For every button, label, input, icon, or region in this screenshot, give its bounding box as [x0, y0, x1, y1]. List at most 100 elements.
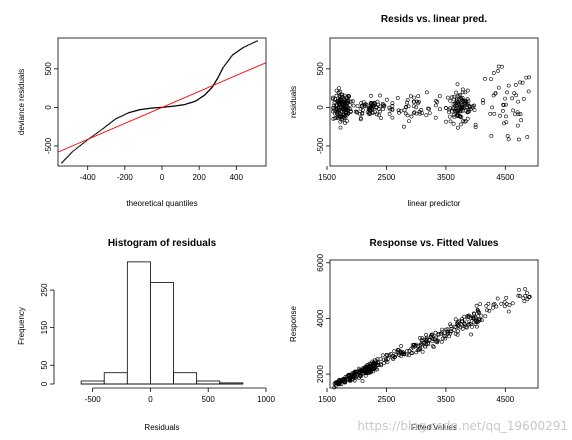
residual-point: [339, 97, 343, 102]
response-point: [424, 335, 429, 340]
residual-point: [458, 109, 463, 114]
qq-point: [226, 61, 228, 63]
residual-point: [368, 101, 373, 106]
residual-point: [518, 80, 522, 85]
residual-point: [332, 103, 337, 108]
y-tick-label: -500: [316, 137, 325, 154]
qq-point: [256, 40, 258, 42]
qq-point: [83, 142, 85, 144]
residual-point: [401, 124, 406, 129]
residual-point: [467, 104, 472, 108]
qq-point: [71, 151, 73, 153]
response-point: [521, 296, 526, 301]
response-point: [416, 343, 421, 348]
residual-point: [348, 109, 353, 114]
response-point: [398, 349, 403, 354]
response-point: [448, 322, 453, 327]
response-vs-fitted-frame: [329, 259, 539, 389]
qq-point: [240, 48, 242, 50]
qq-point: [121, 115, 123, 117]
qq-point: [125, 113, 128, 115]
residual-point: [395, 96, 400, 100]
response-point: [356, 370, 361, 375]
response-point: [400, 352, 405, 357]
response-point: [374, 363, 379, 368]
residual-point: [390, 101, 395, 106]
histogram-title: Histogram of residuals: [108, 238, 217, 249]
residual-point: [341, 106, 346, 111]
response-vs-fitted-title: Response vs. Fitted Values: [370, 238, 499, 249]
qq-point: [254, 41, 256, 43]
residual-point: [459, 107, 463, 111]
x-tick-label: 500: [202, 395, 216, 404]
residual-point: [417, 111, 422, 116]
response-point: [455, 323, 460, 327]
qq-point: [251, 42, 254, 44]
residual-point: [451, 121, 456, 126]
qq-point: [245, 45, 247, 47]
residual-point: [338, 112, 342, 117]
y-tick-label: 50: [40, 360, 49, 369]
response-point: [420, 342, 425, 347]
x-tick-label: -500: [85, 395, 102, 404]
residual-point: [350, 99, 355, 104]
residual-point: [345, 119, 349, 124]
response-point: [460, 316, 465, 321]
x-tick-label: -200: [117, 173, 134, 182]
qq-point: [246, 44, 249, 47]
histogram-bars: [80, 261, 244, 385]
residual-point: [465, 88, 470, 93]
response-point: [484, 303, 489, 308]
qq-point: [110, 121, 112, 124]
residual-point: [411, 104, 416, 109]
residual-point: [501, 103, 506, 108]
response-point: [335, 381, 340, 386]
residual-point: [346, 94, 351, 98]
residual-point: [380, 107, 385, 112]
response-point: [483, 314, 488, 319]
response-point: [439, 339, 444, 344]
residual-point: [446, 107, 451, 112]
qq-point: [61, 162, 63, 164]
response-point: [516, 293, 521, 298]
qq-point: [231, 55, 233, 57]
qq-point: [66, 156, 69, 158]
response-point: [346, 372, 351, 377]
response-point: [469, 332, 474, 337]
residual-point: [451, 113, 456, 118]
residual-point: [444, 119, 448, 124]
response-point: [510, 301, 515, 306]
response-point: [460, 326, 465, 331]
residual-point: [341, 106, 346, 110]
resid-vs-pred-xlabel: linear predictor: [408, 199, 461, 208]
qq-point: [111, 120, 114, 123]
residual-point: [504, 114, 508, 119]
residual-point: [396, 108, 401, 113]
response-point: [418, 343, 423, 347]
qq-point: [99, 130, 101, 132]
qq-point: [118, 116, 120, 119]
response-point: [361, 368, 366, 373]
qq-point: [108, 123, 110, 125]
response-point: [452, 327, 457, 332]
qq-point: [117, 117, 119, 119]
residual-point: [452, 97, 457, 102]
residual-point: [342, 93, 347, 98]
response-point: [341, 376, 346, 381]
qq-point: [229, 57, 231, 59]
residual-point: [518, 112, 523, 117]
response-point: [464, 324, 469, 329]
residual-point: [455, 104, 460, 108]
residual-point: [449, 109, 454, 114]
residual-point: [369, 93, 373, 98]
residual-point: [488, 111, 493, 116]
residual-point: [455, 109, 460, 114]
response-point: [366, 367, 371, 371]
residual-point: [427, 111, 432, 116]
qq-point: [70, 152, 72, 154]
response-point: [467, 319, 472, 324]
qq-plot-panel: -400 -200 0 200 400 -500 0 500 theoretical quan…: [17, 37, 267, 208]
residual-point: [498, 113, 503, 118]
residual-point: [343, 121, 348, 125]
residual-point: [337, 102, 342, 107]
